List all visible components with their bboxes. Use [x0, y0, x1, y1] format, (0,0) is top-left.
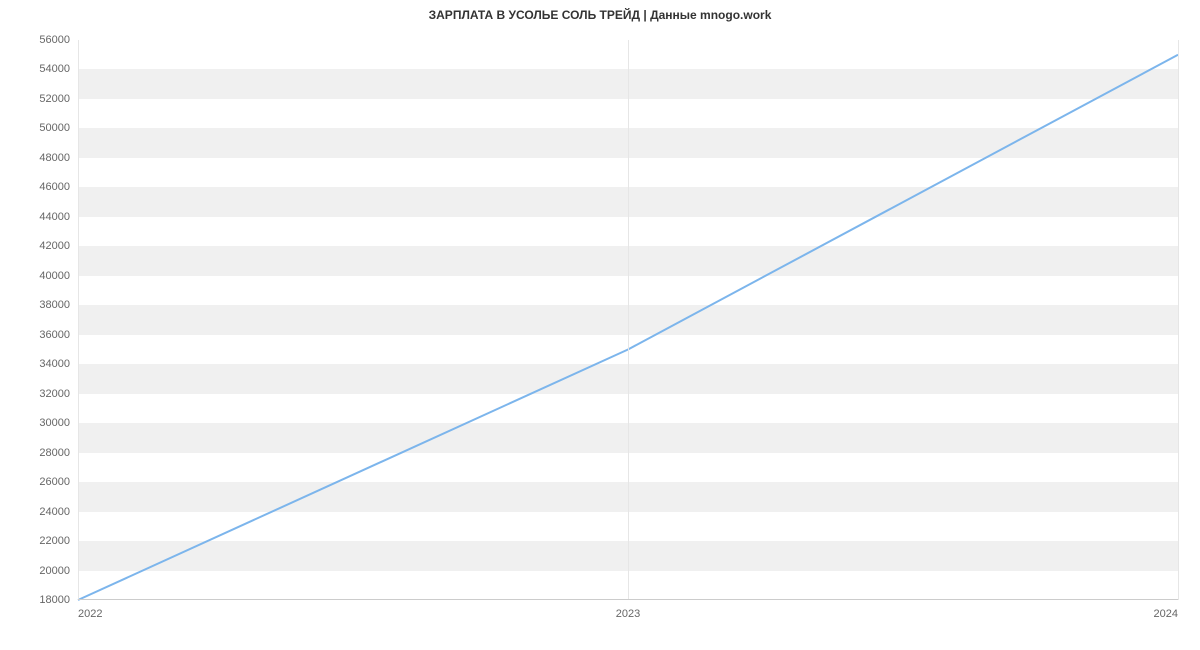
y-tick-label: 20000: [39, 565, 70, 577]
grid-vline: [1178, 40, 1179, 600]
salary-line-chart: ЗАРПЛАТА В УСОЛЬЕ СОЛЬ ТРЕЙД | Данные mn…: [0, 0, 1200, 650]
y-tick-label: 34000: [39, 358, 70, 370]
y-tick-label: 38000: [39, 299, 70, 311]
y-tick-label: 30000: [39, 417, 70, 429]
chart-title: ЗАРПЛАТА В УСОЛЬЕ СОЛЬ ТРЕЙД | Данные mn…: [0, 8, 1200, 22]
y-tick-label: 28000: [39, 447, 70, 459]
y-tick-label: 52000: [39, 93, 70, 105]
grid-vline: [628, 40, 629, 600]
y-tick-label: 50000: [39, 122, 70, 134]
x-tick-label: 2023: [616, 608, 640, 620]
y-tick-label: 18000: [39, 594, 70, 606]
y-tick-label: 44000: [39, 211, 70, 223]
y-tick-label: 46000: [39, 181, 70, 193]
y-tick-label: 24000: [39, 506, 70, 518]
y-tick-label: 56000: [39, 34, 70, 46]
y-tick-label: 32000: [39, 388, 70, 400]
x-tick-label: 2024: [1154, 608, 1178, 620]
y-tick-label: 48000: [39, 152, 70, 164]
x-tick-label: 2022: [78, 608, 102, 620]
plot-area: 1800020000220002400026000280003000032000…: [78, 40, 1178, 600]
y-tick-label: 22000: [39, 535, 70, 547]
y-tick-label: 26000: [39, 476, 70, 488]
grid-vline: [78, 40, 79, 600]
y-tick-label: 36000: [39, 329, 70, 341]
y-tick-label: 42000: [39, 240, 70, 252]
y-tick-label: 54000: [39, 63, 70, 75]
axis-bottom: [78, 599, 1178, 600]
y-tick-label: 40000: [39, 270, 70, 282]
